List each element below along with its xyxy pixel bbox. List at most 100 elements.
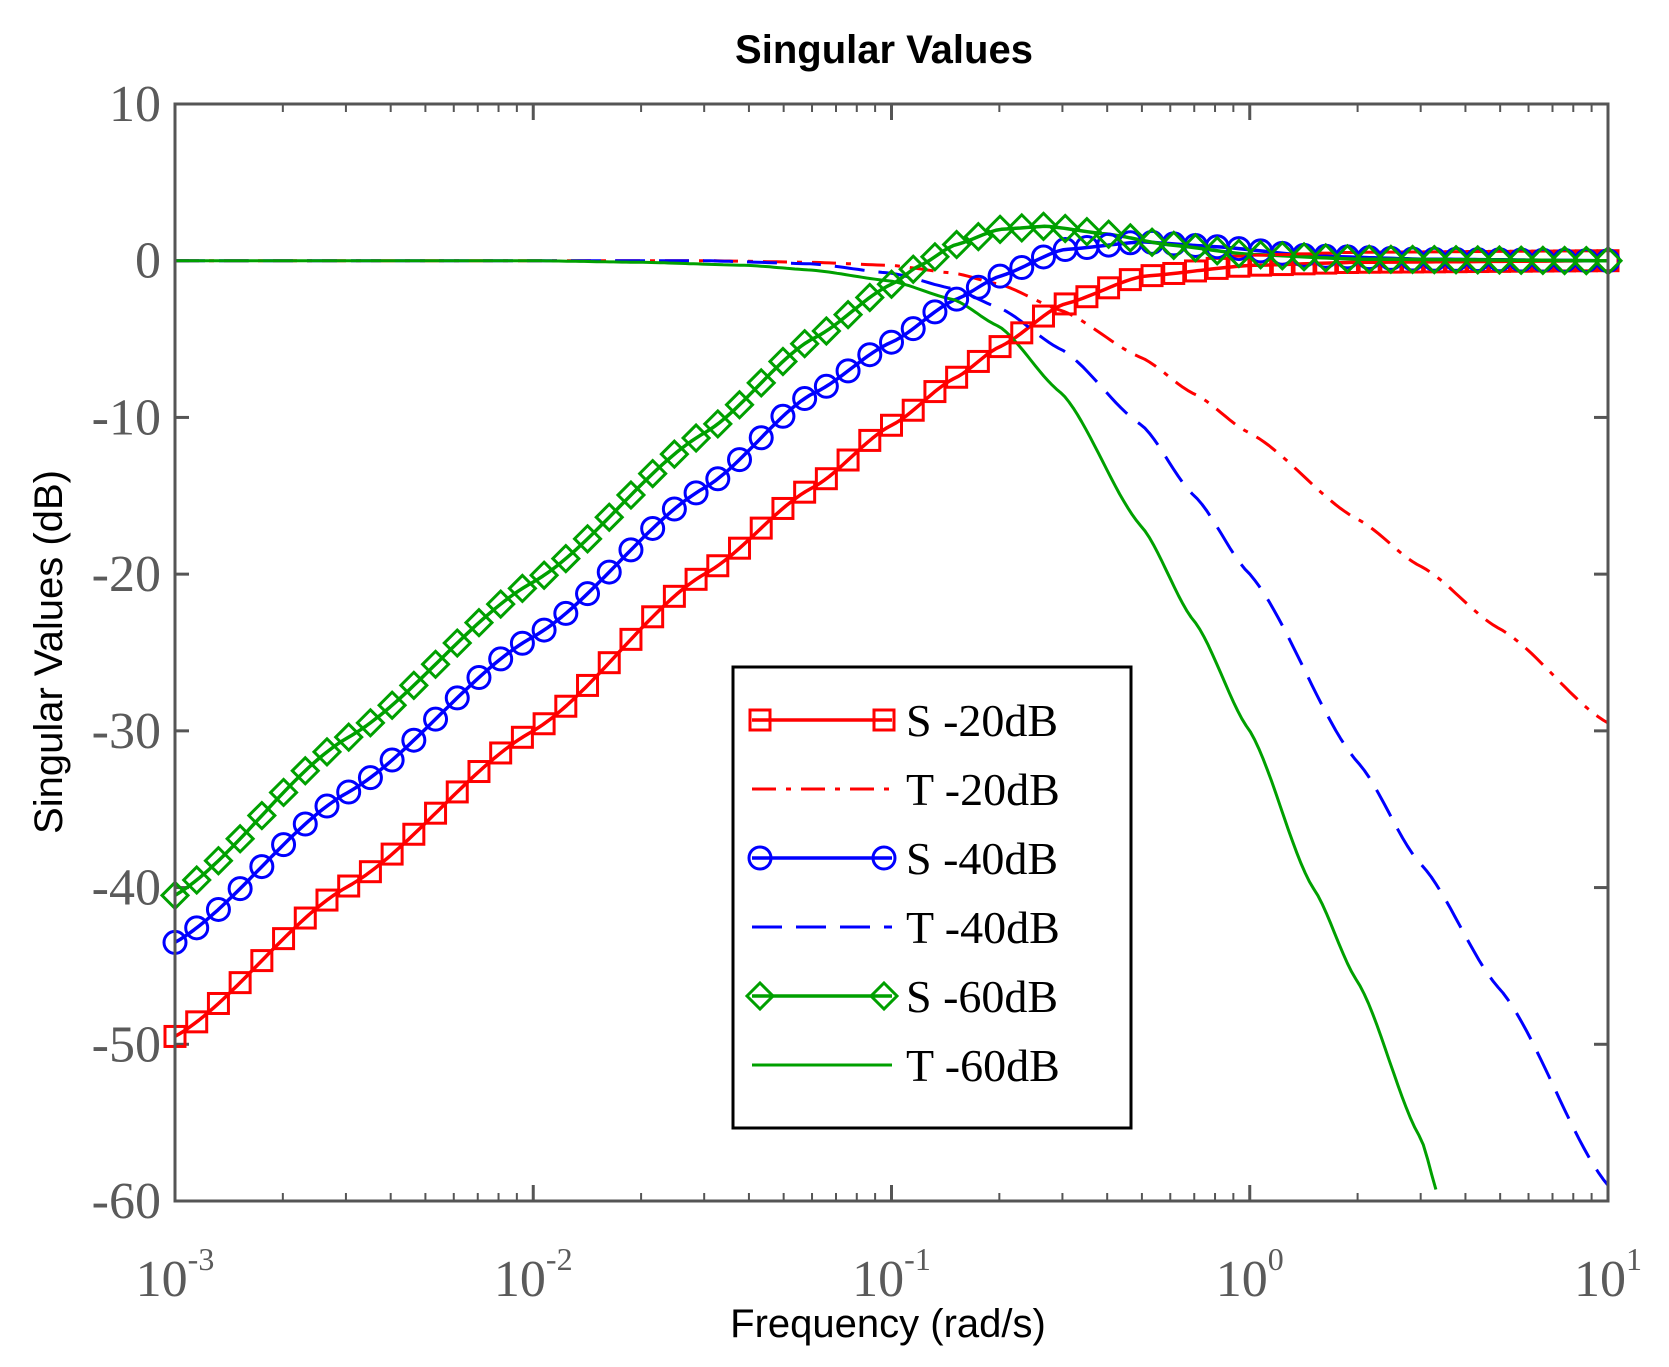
series-marker-s--60db <box>746 367 777 399</box>
series-marker-s--60db <box>854 282 885 313</box>
x-tick-label: 100 <box>1216 1241 1284 1308</box>
y-tick-label: -50 <box>92 1016 161 1073</box>
series-marker-s--40db <box>813 373 839 399</box>
series-marker-s--60db <box>615 479 647 511</box>
series-marker-s--60db <box>355 707 386 738</box>
series-marker-s--40db <box>401 727 427 753</box>
series-marker-s--40db <box>444 685 470 711</box>
y-tick-label: 0 <box>135 233 161 290</box>
series-marker-s--20db <box>1162 261 1186 285</box>
series-marker-s--20db <box>1292 252 1316 276</box>
series-marker-s--60db <box>1440 244 1472 275</box>
series-marker-s--20db <box>1097 276 1121 300</box>
series-marker-s--60db <box>507 573 538 604</box>
series-marker-s--60db <box>1115 222 1146 253</box>
series-marker-s--60db <box>594 502 625 533</box>
series-marker-s--40db <box>292 811 318 837</box>
series-marker-s--60db <box>1223 238 1255 269</box>
series-marker-s--60db <box>876 269 907 300</box>
series-marker-s--20db <box>641 605 665 629</box>
series-marker-s--20db <box>749 516 773 540</box>
legend-marker <box>872 708 896 732</box>
series-marker-s--20db <box>793 480 817 504</box>
series-marker-s--60db <box>1419 244 1450 275</box>
series-marker-s--40db <box>922 299 948 325</box>
series-marker-s--20db <box>1031 304 1055 328</box>
series-marker-s--60db <box>528 560 560 591</box>
series-marker-s--40db <box>879 329 904 355</box>
series-marker-s--20db <box>880 413 903 437</box>
series-marker-s--60db <box>702 408 733 440</box>
series-marker-s--20db <box>228 971 252 995</box>
series-marker-s--20db <box>684 567 708 591</box>
y-tick-label: -60 <box>92 1173 161 1230</box>
series-marker-s--60db <box>767 346 799 377</box>
series-marker-s--20db <box>576 673 600 697</box>
legend-marker <box>748 708 772 732</box>
series-marker-s--20db <box>1270 253 1294 277</box>
series-marker-s--60db <box>1375 244 1407 275</box>
legend-label: T -60dB <box>906 1040 1060 1091</box>
series-marker-s--20db <box>706 554 730 578</box>
legend-label: S -60dB <box>906 971 1058 1022</box>
series-marker-s--20db <box>1075 285 1099 309</box>
series-marker-s--20db <box>945 365 969 389</box>
series-marker-s--60db <box>1571 245 1602 276</box>
series-marker-s--20db <box>445 780 469 804</box>
series-marker-s--60db <box>442 627 473 659</box>
legend-marker <box>744 980 776 1012</box>
series-marker-s--40db <box>553 600 579 626</box>
series-marker-s--20db <box>1249 253 1273 277</box>
series-marker-s--20db <box>272 927 296 951</box>
series-marker-s--40db <box>1009 255 1035 281</box>
series-marker-s--20db <box>1118 268 1142 292</box>
series-marker-s--40db <box>531 617 557 643</box>
legend-box <box>731 665 1133 1130</box>
series-marker-s--60db <box>463 607 495 638</box>
series-marker-s--20db <box>185 1010 209 1034</box>
plot-frame <box>173 102 1610 1203</box>
series-marker-s--60db <box>1506 245 1537 276</box>
series-marker-s--60db <box>333 722 364 753</box>
series-marker-s--60db <box>246 800 277 831</box>
series-marker-s--40db <box>271 832 297 858</box>
series-marker-s--60db <box>832 299 864 330</box>
series-marker-s--60db <box>290 755 321 786</box>
series-marker-s--40db <box>857 342 883 368</box>
series-marker-s--40db <box>379 747 405 773</box>
series-marker-s--40db <box>205 896 231 922</box>
series-marker-s--40db <box>488 646 514 672</box>
series-marker-s--60db <box>376 690 408 721</box>
series-marker-s--60db <box>550 543 581 574</box>
series-marker-s--60db <box>1549 245 1580 276</box>
series-line-s--60db <box>174 224 1608 897</box>
series-lines-group <box>174 224 1610 1190</box>
series-marker-s--20db <box>728 536 752 560</box>
series-marker-s--60db <box>203 845 234 876</box>
series-marker-s--60db <box>1093 219 1124 250</box>
series-marker-s--60db <box>898 254 929 285</box>
y-tick-label: -10 <box>92 389 161 446</box>
x-tick-label: 10-3 <box>136 1241 215 1308</box>
series-marker-s--40db <box>575 581 601 607</box>
series-marker-s--20db <box>358 860 382 884</box>
series-marker-s--60db <box>398 670 429 701</box>
series-marker-s--40db <box>683 480 709 506</box>
series-marker-s--20db <box>1053 292 1077 316</box>
y-tick-label: 10 <box>109 76 161 133</box>
series-marker-s--20db <box>402 822 426 846</box>
series-marker-s--40db <box>227 876 253 902</box>
y-tick-label: -30 <box>92 703 161 760</box>
legend-label: T -40dB <box>906 902 1060 953</box>
series-marker-s--60db <box>811 315 842 347</box>
series-marker-s--40db <box>705 466 731 492</box>
series-marker-s--40db <box>835 358 861 384</box>
series-marker-s--20db <box>1140 264 1164 288</box>
series-marker-s--40db <box>357 765 383 791</box>
series-marker-s--60db <box>789 328 820 359</box>
legend-label: T -20dB <box>906 764 1060 815</box>
legend-marker <box>747 845 773 871</box>
series-markers-group <box>159 211 1624 1048</box>
x-tick-label: 10-2 <box>494 1241 573 1308</box>
series-marker-s--40db <box>423 706 449 732</box>
